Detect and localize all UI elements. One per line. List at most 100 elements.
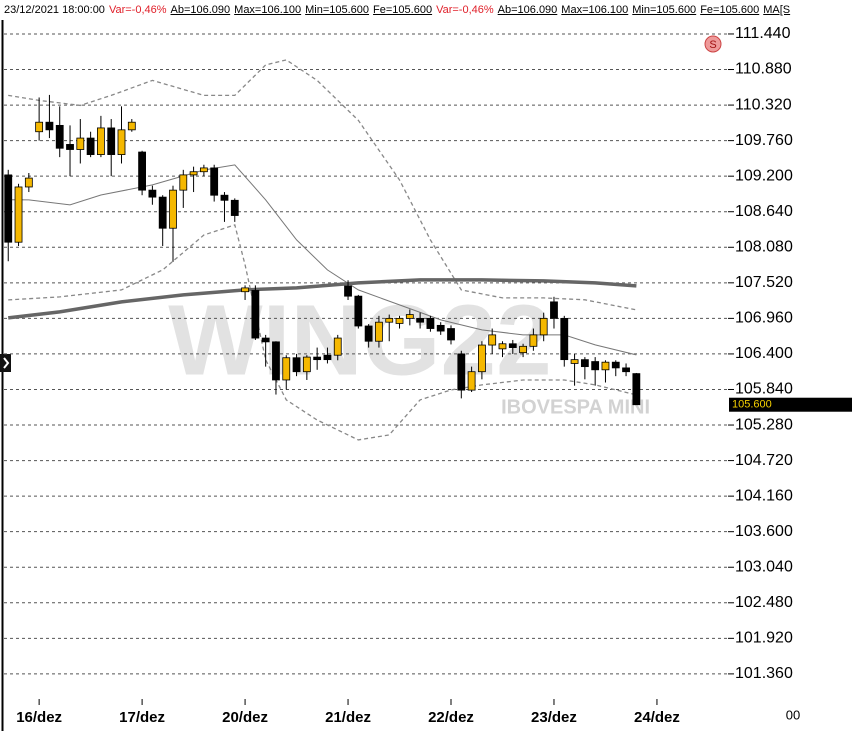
indicator-line <box>8 59 637 311</box>
x-tick-label: 16/dez <box>16 709 62 726</box>
candle-body <box>508 343 517 348</box>
candle-body <box>24 177 33 188</box>
candle-body <box>241 287 249 293</box>
last-price-label: 105.600 <box>732 399 772 411</box>
badge[interactable] <box>704 35 722 53</box>
y-tick-label: 103.600 <box>735 523 793 540</box>
x-tick-label: 17/dez <box>119 709 165 726</box>
y-tick-label: 107.520 <box>735 274 793 291</box>
candle-body <box>189 171 198 176</box>
candle-body <box>498 343 507 350</box>
y-tick-label: 108.640 <box>735 203 793 220</box>
candle-body <box>405 314 414 319</box>
y-tick-label: 110.880 <box>735 61 792 78</box>
candle-body <box>55 124 64 149</box>
y-tick-label: 101.360 <box>735 665 793 682</box>
y-tick-label: 105.840 <box>735 381 793 398</box>
candle-body <box>364 325 373 342</box>
x-tick-label: 23/dez <box>531 709 577 726</box>
y-tick-label: 104.160 <box>735 487 793 504</box>
header-item: Fe=105.600 <box>700 4 760 16</box>
candle-body <box>591 361 600 371</box>
candle-body <box>158 196 167 229</box>
candle-body <box>488 334 497 346</box>
candle-body <box>354 295 363 327</box>
candle-body <box>4 174 13 243</box>
candle-body <box>580 359 589 368</box>
header-item: Max=106.100 <box>234 4 302 16</box>
candle-body <box>45 121 54 131</box>
candle-body <box>261 337 270 343</box>
candle-body <box>127 121 136 131</box>
candle-body <box>107 127 116 155</box>
candle-body <box>375 321 383 342</box>
watermark-subtitle: IBOVESPA MINI <box>501 396 650 418</box>
candle-body <box>632 373 641 406</box>
header-item: Min=105.600 <box>305 4 370 16</box>
candle-body <box>395 317 404 324</box>
header-item: Ab=106.090 <box>170 4 231 16</box>
candle-body <box>282 357 291 381</box>
y-tick-label: 110.320 <box>735 96 792 113</box>
candle-body <box>292 357 301 373</box>
candle-body <box>416 317 425 323</box>
candle-body <box>220 194 229 201</box>
candle-body <box>560 317 569 361</box>
x-tick-label: 22/dez <box>428 709 474 726</box>
y-tick-label: 105.280 <box>735 416 793 433</box>
candle-body <box>138 151 146 191</box>
candle-body <box>601 361 610 371</box>
candle-body <box>251 290 260 339</box>
candle-body <box>35 121 44 133</box>
candle-body <box>426 317 435 329</box>
x-tick-label: 20/dez <box>222 709 268 726</box>
scroll-marker[interactable] <box>0 354 11 372</box>
y-tick-label: 106.960 <box>735 310 793 327</box>
header-item: MA[S <box>763 4 791 16</box>
y-tick-label: 102.480 <box>735 594 793 611</box>
candle-body <box>333 337 342 356</box>
candle-body <box>611 361 620 369</box>
candle-body <box>179 174 188 191</box>
indicator-line <box>7 278 637 320</box>
candle-body <box>622 367 630 373</box>
candle-body <box>550 301 558 319</box>
candle-body <box>344 285 352 297</box>
candle-body <box>436 324 445 332</box>
candle-body <box>199 167 208 173</box>
candle-body <box>148 189 157 198</box>
header-item: Ab=106.090 <box>497 4 558 16</box>
candle-body <box>230 199 239 216</box>
x-tick-label: 21/dez <box>325 709 371 726</box>
candle-body <box>117 129 126 155</box>
candle-body <box>66 144 74 150</box>
y-tick-label: 104.720 <box>735 452 793 469</box>
x-tick-label: 24/dez <box>634 709 680 726</box>
y-tick-label: 106.400 <box>735 345 793 362</box>
candle-body <box>86 137 95 155</box>
candle-body <box>76 137 85 150</box>
header-item: Max=106.100 <box>561 4 629 16</box>
candle-body <box>478 344 486 373</box>
scroll-arrow <box>3 357 10 369</box>
header-item: Var=-0,46% <box>436 4 494 16</box>
candle-body <box>169 189 177 229</box>
candle-body <box>529 334 538 347</box>
y-tick-label: 109.760 <box>735 132 793 149</box>
header-item: 23/12/2021 18:00:00 <box>4 4 105 16</box>
candle-body <box>539 317 548 336</box>
y-tick-label: 108.080 <box>735 238 793 255</box>
candle-body <box>97 127 105 155</box>
y-tick-label: 101.920 <box>735 630 793 647</box>
time-label: 00 <box>786 707 800 722</box>
candle-body <box>210 167 219 196</box>
candle-body <box>323 354 332 361</box>
candle-body <box>385 317 394 323</box>
candle-body <box>313 356 322 361</box>
candle-body <box>519 345 527 354</box>
header-bar: 23/12/2021 18:00:00 Var=-0,46% Ab=106.090 M… <box>0 0 852 20</box>
indicator-line <box>8 224 637 441</box>
header-item: Fe=105.600 <box>373 4 433 16</box>
